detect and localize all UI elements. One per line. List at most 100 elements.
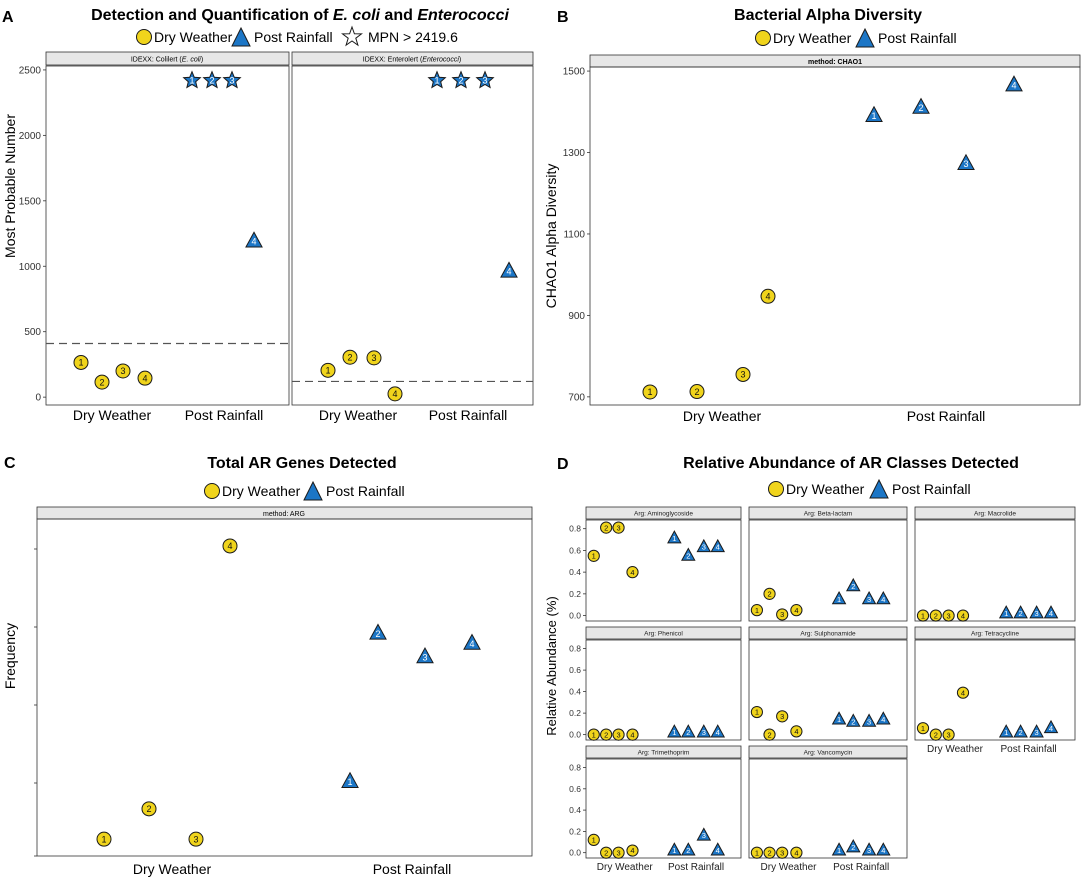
panel-c-x-dry: Dry Weather [133, 861, 212, 877]
d-f2-point-dry-3-circle [776, 608, 789, 621]
c-point-post-4-label: 4 [469, 639, 474, 649]
panel-a-title: Detection and Quantification of E. coli … [91, 7, 509, 24]
d-f4-point-post-1: 1 [667, 724, 682, 738]
legend-b-dry-label: Dry Weather [773, 30, 852, 46]
d-f1-point-dry-1-circle [587, 549, 600, 562]
d-f5-point-dry-3-label: 3 [780, 712, 784, 721]
a-f2-point-dry-4-circle [387, 386, 403, 402]
panel-c-title: Total AR Genes Detected [207, 455, 396, 472]
d-f7-point-dry-4: 4 [626, 844, 639, 857]
a-facet1-marks: 1 2 3 4 1 2 3 4 [46, 70, 289, 390]
d-f7-point-post-2-label: 2 [686, 846, 690, 855]
d-f2-point-post-2-label: 2 [851, 582, 855, 591]
d-f8-point-dry-3-label: 3 [780, 848, 784, 857]
d-f8-point-post-2-triangle [845, 839, 861, 853]
d-facet-7-strip [585, 745, 742, 759]
d-facet-3-strip-label: Arg: Macrolide [974, 511, 1016, 518]
d-f2-point-post-1-label: 1 [837, 595, 841, 604]
d-f1-point-dry-1: 1 [587, 549, 600, 562]
a-f1-point-post-2: 2 [202, 70, 222, 89]
d-f5-point-dry-2-label: 2 [767, 730, 771, 739]
a-f2-point-dry-1: 1 [320, 362, 336, 378]
d-facet-4-frame [585, 639, 742, 741]
d-f1-point-post-1-triangle [667, 530, 682, 544]
d-f2-point-post-2-triangle [845, 577, 861, 592]
d-f2-point-dry-4: 4 [790, 604, 803, 617]
a-f2-point-dry-2: 2 [342, 349, 358, 365]
c-point-dry-3-label: 3 [193, 834, 198, 844]
d-f2-point-post-1: 1 [831, 590, 847, 605]
a-f1-point-post-4-triangle [245, 231, 263, 248]
b-point-post-2-triangle [912, 97, 930, 114]
d-facet-4-strip-label: Arg: Phenicol [644, 631, 683, 638]
d-f2-point-dry-2-label: 2 [767, 590, 771, 599]
d-f5-point-post-1-triangle [831, 711, 847, 725]
d-f6-point-dry-1: 1 [916, 722, 930, 735]
d-f8-x-post: Post Rainfall [833, 862, 889, 873]
a-f1-point-dry-2-label: 2 [99, 377, 104, 387]
d-ytick-label: 0.6 [569, 665, 581, 675]
d-f2-point-dry-3: 3 [776, 608, 789, 621]
d-f8-point-dry-3: 3 [776, 846, 789, 859]
d-f3-point-dry-3-circle [942, 609, 955, 622]
d-f6-point-dry-1-label: 1 [921, 724, 925, 733]
b-ytick-label-700: 700 [568, 392, 585, 403]
d-facet-2-frame [748, 519, 908, 622]
legend-star-label: MPN > 2419.6 [368, 29, 458, 45]
d-facet-6-strip-label: Arg: Tetracycline [971, 631, 1019, 638]
panel-b-letter: B [557, 9, 569, 26]
panel-b-strip-label: method: CHAO1 [808, 59, 862, 66]
b-point-post-1-triangle [865, 105, 883, 122]
d-f6-point-post-1: 1 [998, 724, 1014, 738]
d-f4-point-post-3: 3 [696, 724, 712, 738]
d-f1-point-dry-3-label: 3 [616, 523, 620, 532]
d-f3-point-post-4-triangle [1043, 605, 1059, 619]
panel-a-legend: Dry Weather Post Rainfall MPN > 2419.6 [136, 25, 458, 47]
legend-d-post-label: Post Rainfall [892, 481, 971, 497]
a-f2-point-dry-3-label: 3 [371, 353, 376, 363]
a-ytick-label-1500: 1500 [19, 196, 42, 207]
panel-d-legend: Dry Weather Post Rainfall [768, 478, 971, 499]
d-f1-point-post-2-label: 2 [686, 551, 690, 560]
d-f5-point-dry-1: 1 [750, 705, 764, 719]
d-f5-point-post-3-triangle [861, 713, 877, 727]
panel-b-marks: 1 2 3 4 1 2 3 4 [642, 75, 1023, 400]
a-f2-point-post-2: 2 [451, 70, 471, 89]
c-point-post-4: 4 [463, 633, 481, 650]
d-ytick-label: 0.2 [569, 826, 581, 836]
a-f1-point-post-3-label: 3 [229, 76, 234, 86]
panel-a-f1-x-dry: Dry Weather [73, 407, 152, 423]
d-f7-point-post-4-label: 4 [716, 846, 720, 855]
legend-post-triangle-icon [231, 26, 251, 47]
d-f2-point-post-2: 2 [845, 577, 861, 592]
d-f8-point-dry-4-label: 4 [794, 848, 798, 857]
c-point-post-4-triangle [463, 633, 481, 650]
d-f3-point-post-4-label: 4 [1049, 609, 1053, 618]
c-point-dry-1: 1 [96, 831, 112, 847]
d-f3-point-dry-3: 3 [942, 609, 955, 622]
d-f7-point-post-1-label: 1 [672, 846, 676, 855]
d-f3-point-post-2-label: 2 [1019, 609, 1023, 618]
panel-d: D Relative Abundance of AR Classes Detec… [544, 455, 1076, 873]
panel-d-y-axis-label: Relative Abundance (%) [544, 596, 559, 735]
legend-dry-circle-icon [136, 29, 152, 45]
d-f6-point-dry-3-circle [942, 728, 955, 741]
a-f2-point-dry-3-circle [366, 350, 382, 366]
legend-star-icon [341, 25, 363, 47]
d-f2-point-dry-1-circle [750, 604, 764, 617]
b-point-post-3-label: 3 [963, 159, 968, 169]
a-f1-point-post-3: 3 [222, 70, 242, 89]
d-f7-point-post-1: 1 [667, 842, 682, 856]
d-f6-point-post-2: 2 [1013, 724, 1028, 738]
d-f3-point-dry-4-circle [956, 609, 970, 622]
d-f3-point-post-1: 1 [998, 605, 1014, 619]
legend-c-post-triangle-icon [303, 480, 323, 501]
d-facet-6-frame [914, 639, 1076, 741]
b-point-post-4-label: 4 [1011, 81, 1016, 91]
panel-a-f1-x-post: Post Rainfall [185, 407, 264, 423]
d-f8-point-post-1-triangle [831, 842, 847, 856]
d-f1-point-post-2: 2 [681, 547, 696, 561]
